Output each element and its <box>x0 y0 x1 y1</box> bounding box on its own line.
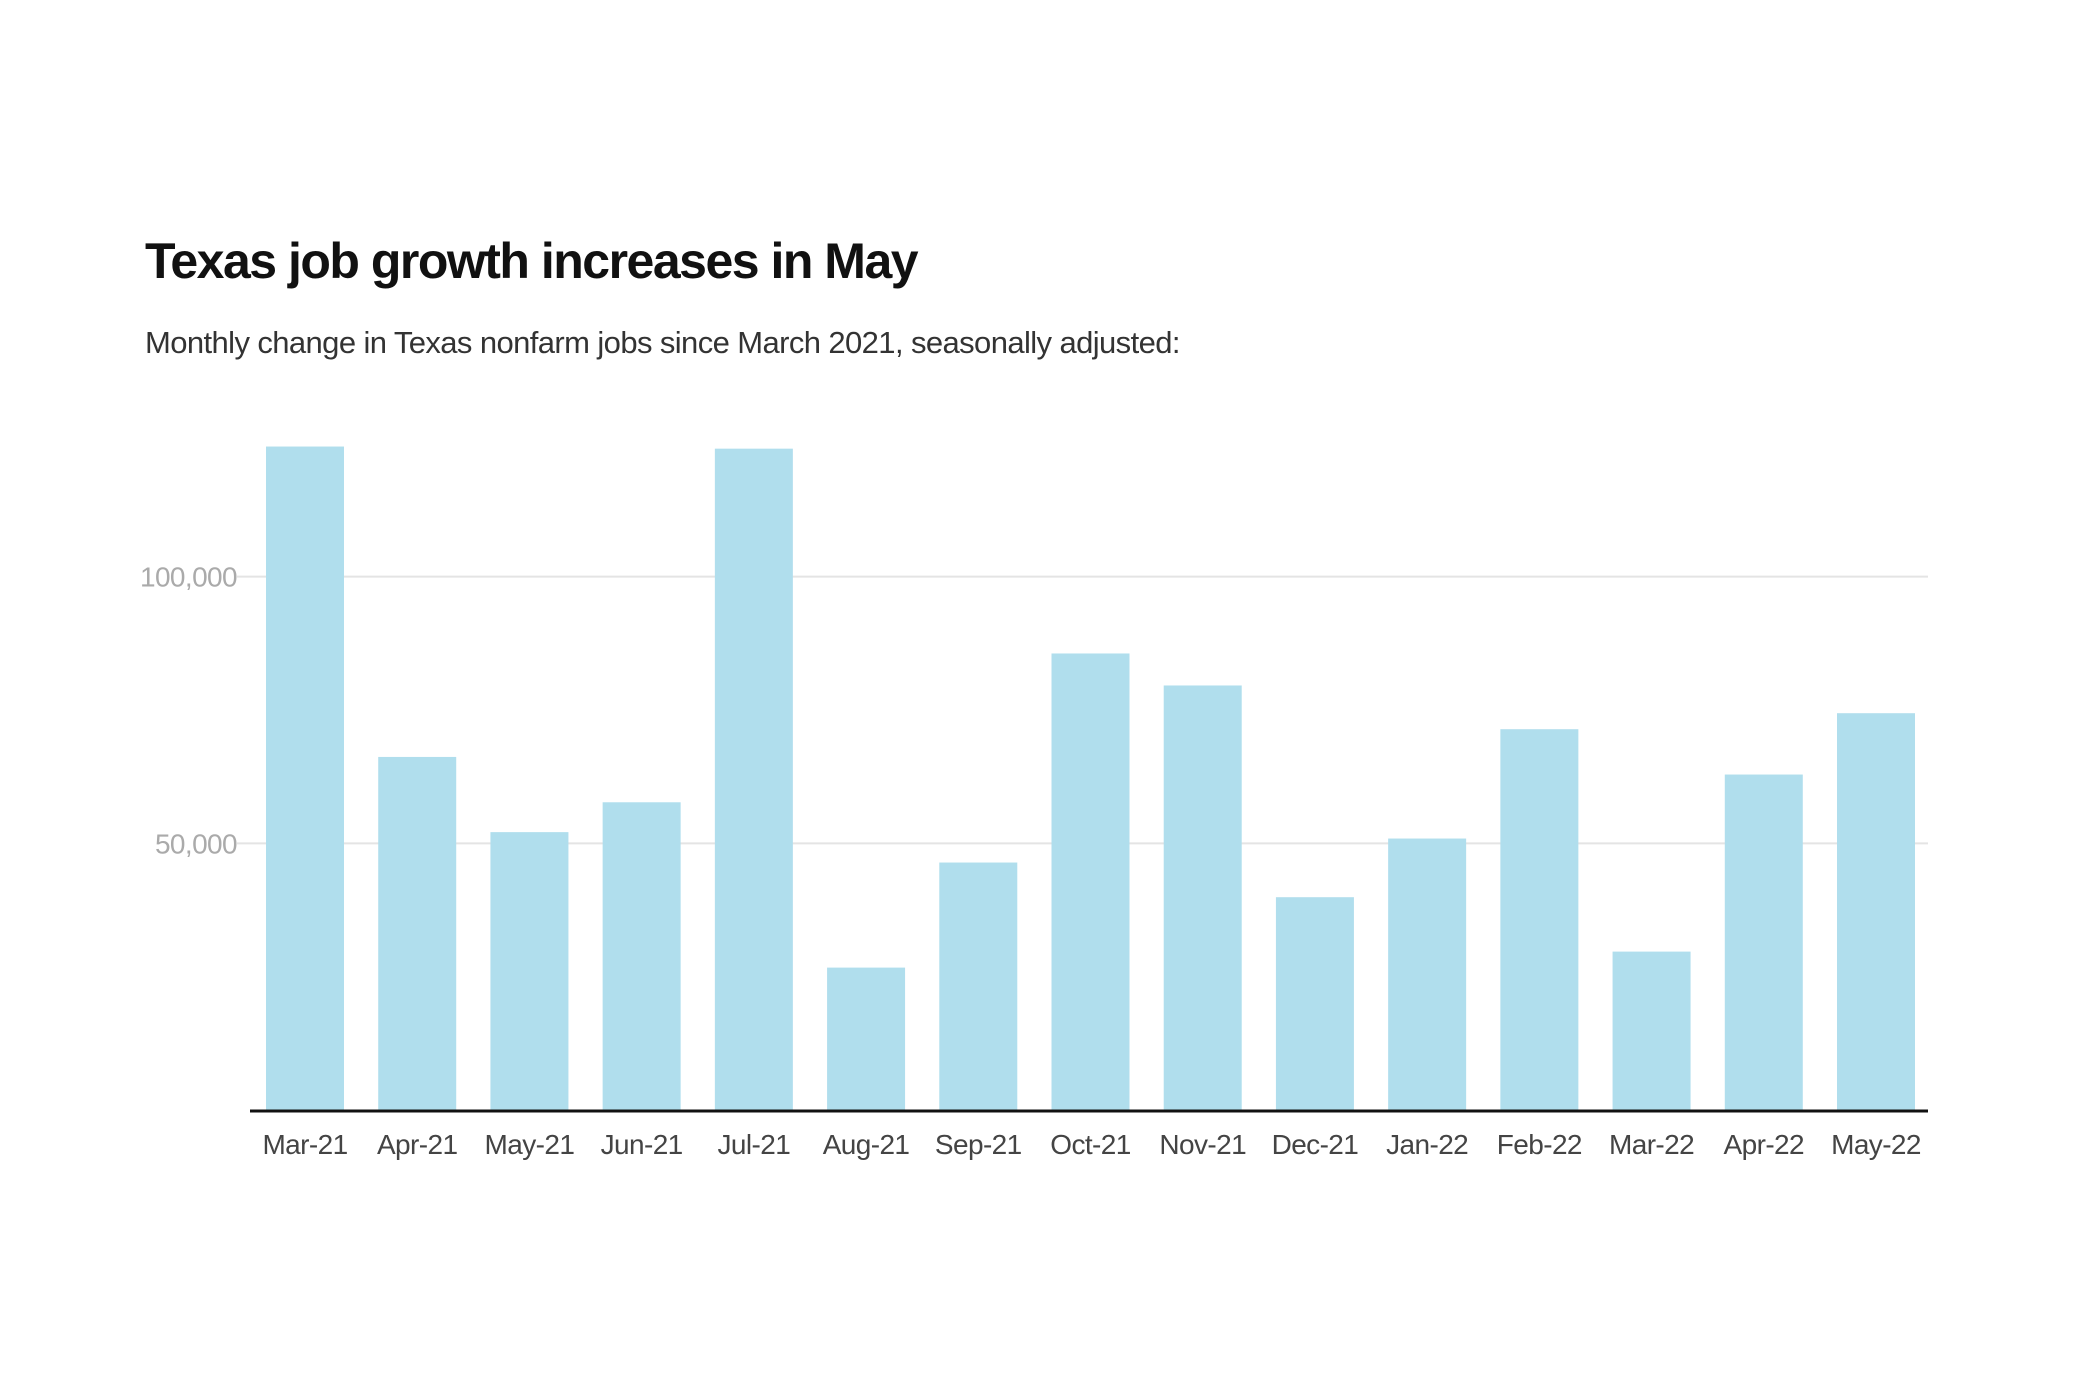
bar-nov-21 <box>1163 685 1242 1110</box>
bar-jun-21 <box>602 802 681 1110</box>
x-tick-label: Apr-22 <box>1724 1129 1804 1160</box>
bar-dec-21 <box>1275 897 1354 1110</box>
x-tick-label: Sep-21 <box>935 1129 1022 1160</box>
chart-subtitle: Monthly change in Texas nonfarm jobs sin… <box>145 325 1180 360</box>
bar-may-21 <box>490 832 569 1110</box>
y-tick-label: 100,000 <box>140 562 237 593</box>
bar-oct-21 <box>1051 653 1130 1110</box>
bar-aug-21 <box>827 967 906 1110</box>
x-tick-label: Jun-21 <box>601 1129 683 1160</box>
x-tick-label: Apr-21 <box>377 1129 457 1160</box>
bar-sep-21 <box>939 862 1018 1110</box>
x-tick-label: May-22 <box>1831 1129 1921 1160</box>
bar-apr-22 <box>1724 774 1803 1110</box>
bar-mar-22 <box>1612 951 1691 1110</box>
bar-mar-21 <box>266 446 344 1110</box>
x-tick-label: Mar-21 <box>262 1129 347 1160</box>
x-tick-label: Oct-21 <box>1050 1129 1130 1160</box>
bar-jan-22 <box>1388 838 1467 1110</box>
bar-may-22 <box>1837 713 1915 1110</box>
bar-jul-21 <box>714 448 793 1111</box>
x-tick-label: Aug-21 <box>823 1129 910 1160</box>
x-axis-tick-labels: Mar-21 Apr-21 May-21 Jun-21 Jul-21 Aug-21 Sep-… <box>262 1129 1921 1160</box>
bar-apr-21 <box>378 756 457 1110</box>
x-tick-label: Feb-22 <box>1497 1129 1582 1160</box>
chart-title: Texas job growth increases in May <box>145 233 919 289</box>
x-tick-label: Jan-22 <box>1386 1129 1468 1160</box>
x-tick-label: Nov-21 <box>1159 1129 1246 1160</box>
x-tick-label: May-21 <box>485 1129 575 1160</box>
y-axis-tick-labels: 50,000 100,000 <box>140 562 238 860</box>
bars <box>266 446 1915 1111</box>
x-tick-label: Mar-22 <box>1609 1129 1694 1160</box>
y-tick-label: 50,000 <box>155 828 237 859</box>
x-tick-label: Jul-21 <box>718 1129 791 1160</box>
bar-feb-22 <box>1500 729 1579 1110</box>
x-tick-label: Dec-21 <box>1272 1129 1359 1160</box>
